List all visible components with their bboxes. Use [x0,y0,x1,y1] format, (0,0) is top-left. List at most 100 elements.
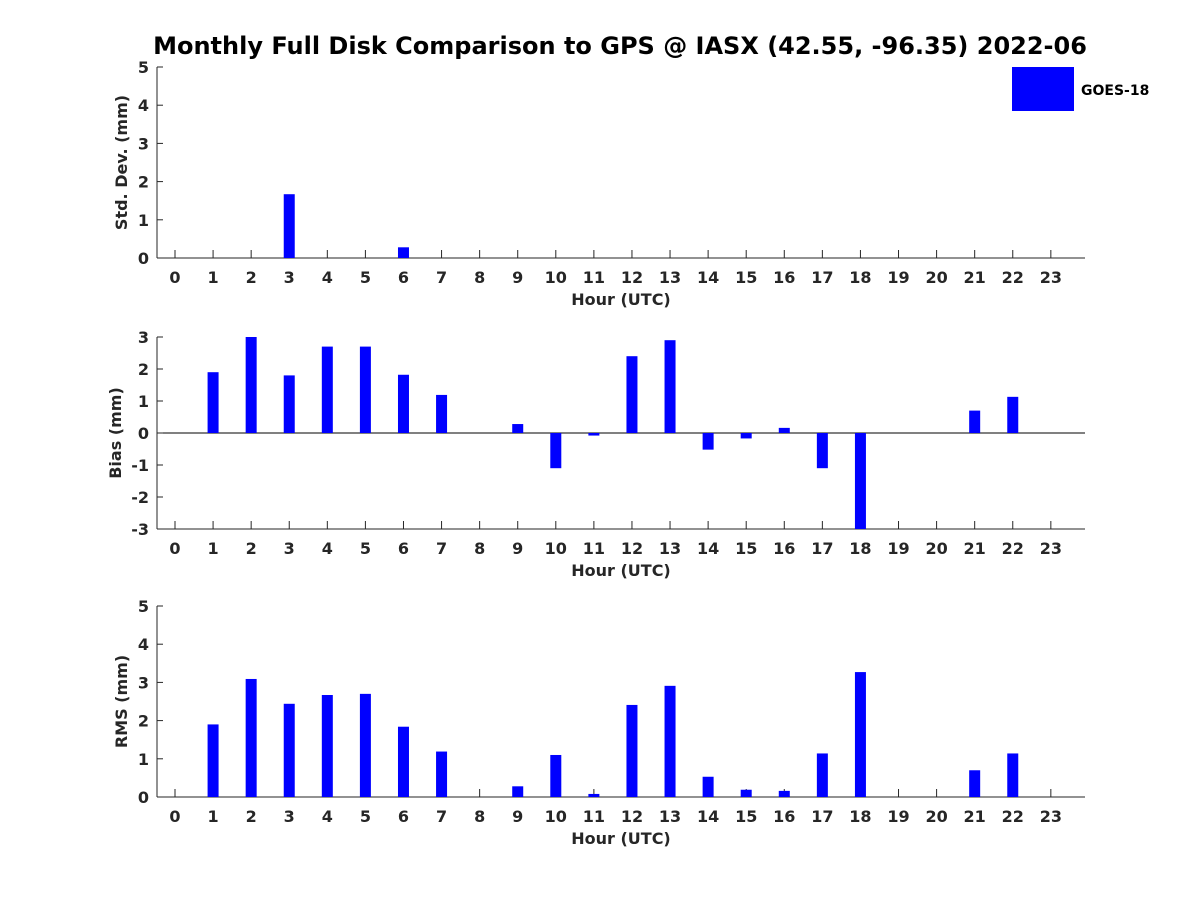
panel-1-bar-hour-5 [359,346,371,433]
panel-0-xtick-label: 7 [436,268,447,287]
panel-1-bar-hour-21 [969,410,981,433]
panel-2-xtick-label: 20 [925,807,947,826]
panel-2-bar-hour-9 [512,786,524,797]
panel-2-bar-hour-5 [359,693,371,797]
panel-0-xtick-label: 21 [964,268,986,287]
panel-1-xtick-label: 11 [583,539,605,558]
panel-2-xtick-label: 23 [1040,807,1062,826]
panel-1-xtick-label: 20 [925,539,947,558]
panel-1-bar-hour-1 [207,372,219,433]
panel-1-xtick-label: 5 [360,539,371,558]
panel-0-xtick-label: 17 [811,268,833,287]
panel-1-xtick-label: 16 [773,539,795,558]
panel-0-xtick-label: 0 [169,268,180,287]
panel-0-xtick-label: 3 [284,268,295,287]
panel-2-xtick-label: 10 [545,807,567,826]
panel-0-xlabel: Hour (UTC) [571,290,671,309]
panel-2-xtick-label: 1 [208,807,219,826]
panel-0-xtick-label: 13 [659,268,681,287]
panel-2-bar-hour-7 [436,751,448,797]
panel-1-xtick-label: 7 [436,539,447,558]
panel-2-xtick-label: 3 [284,807,295,826]
panel-0-xtick-label: 10 [545,268,567,287]
chart-title: Monthly Full Disk Comparison to GPS @ IA… [153,32,1087,60]
panel-0-xtick-label: 6 [398,268,409,287]
panel-2-ytick-label: 3 [138,673,149,692]
panel-0-xtick-label: 5 [360,268,371,287]
panel-2-bar-hour-10 [550,754,562,797]
panel-2-bar-hour-12 [626,704,638,797]
panel-1-xtick-label: 0 [169,539,180,558]
panel-0-xtick-label: 22 [1002,268,1024,287]
panel-1-xtick-label: 14 [697,539,719,558]
panel-0-bar-hour-3 [283,194,295,258]
panel-0-xtick-label: 8 [474,268,485,287]
panel-2-bar-hour-13 [664,685,676,797]
panel-2-bar-hour-18 [854,672,866,797]
panel-2-xtick-label: 15 [735,807,757,826]
panel-2-xtick-label: 6 [398,807,409,826]
panel-1-xtick-label: 1 [208,539,219,558]
panel-1-bar-hour-13 [664,340,676,433]
panel-1-bar-hour-18 [854,433,866,529]
panel-0-xtick-label: 4 [322,268,333,287]
panel-2-ytick-label: 4 [138,635,149,654]
panel-2-xtick-label: 11 [583,807,605,826]
panel-0-ytick-label: 5 [138,58,149,77]
panel-2-xtick-label: 9 [512,807,523,826]
panel-1-xtick-label: 8 [474,539,485,558]
panel-1-xtick-label: 19 [887,539,909,558]
panel-1-bar-hour-3 [283,375,295,433]
panel-0-xtick-label: 2 [246,268,257,287]
panel-2-bar-hour-1 [207,724,219,797]
panel-1-ytick-label: 2 [138,360,149,379]
panel-1-ytick-label: 3 [138,328,149,347]
panel-0-ytick-label: 0 [138,249,149,268]
panel-2-xtick-label: 12 [621,807,643,826]
panel-2-bar-hour-15 [740,789,752,797]
panel-1-ytick-label: 1 [138,392,149,411]
panel-2-bar-hour-2 [245,678,257,797]
panel-2-xtick-label: 7 [436,807,447,826]
panel-0-xtick-label: 20 [925,268,947,287]
panel-1-xlabel: Hour (UTC) [571,561,671,580]
panel-0-xtick-label: 19 [887,268,909,287]
panel-2-xtick-label: 4 [322,807,333,826]
panel-0-ytick-label: 3 [138,134,149,153]
panel-2-ytick-label: 5 [138,597,149,616]
panel-2-bar-hour-3 [283,703,295,797]
panel-1-xtick-label: 18 [849,539,871,558]
panel-1-bar-hour-22 [1007,396,1019,433]
panel-1-bar-hour-10 [550,433,562,469]
panel-2-xtick-label: 0 [169,807,180,826]
panel-0-ytick-label: 4 [138,96,149,115]
panel-1-xtick-label: 22 [1002,539,1024,558]
panel-2-ytick-label: 0 [138,788,149,807]
panel-1-ytick-label: -2 [131,488,149,507]
panel-0-xtick-label: 15 [735,268,757,287]
panel-2-bar-hour-17 [816,753,828,797]
legend-label: GOES-18 [1081,83,1149,99]
panel-2-xtick-label: 2 [246,807,257,826]
panel-1-xtick-label: 12 [621,539,643,558]
panel-0-bar-hour-6 [397,247,409,258]
panel-0-ytick-label: 2 [138,173,149,192]
panel-1-xtick-label: 13 [659,539,681,558]
panel-1-bar-hour-17 [816,433,828,469]
panel-1-bar-hour-11 [588,433,600,436]
panel-0-xtick-label: 23 [1040,268,1062,287]
panel-0-xtick-label: 18 [849,268,871,287]
panel-2-xtick-label: 21 [964,807,986,826]
panel-2-bar-hour-22 [1007,753,1019,797]
panel-1-xtick-label: 15 [735,539,757,558]
panel-1-xtick-label: 17 [811,539,833,558]
panel-2-ylabel: RMS (mm) [112,655,131,748]
panel-1-bar-hour-15 [740,433,752,439]
legend: GOES-18 [1012,67,1149,111]
panel-0-xtick-label: 9 [512,268,523,287]
panel-1-bar-hour-7 [436,394,448,433]
panel-0-xtick-label: 16 [773,268,795,287]
panel-1-xtick-label: 4 [322,539,333,558]
